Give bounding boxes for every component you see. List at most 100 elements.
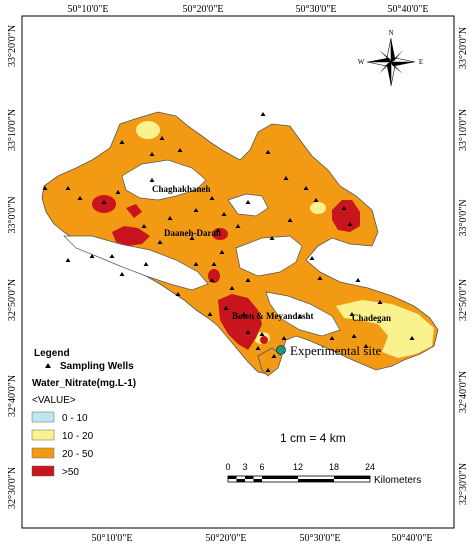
legend-swatch-10-20 [31,429,55,441]
well-57 [265,368,271,372]
zone-yellow-chadegan [336,300,434,358]
well-50 [223,306,229,310]
well-22 [313,198,319,202]
scale-tick-0: 0 [225,462,230,472]
experimental-site-marker [276,345,286,355]
label-chaghakhaneh: Chaghakhaneh [152,184,211,194]
well-43 [175,292,181,296]
well-15 [209,196,215,200]
well-37 [65,258,71,262]
left-tick-4: 32°50'0"N [7,279,18,321]
well-59 [189,236,195,240]
region-tail [257,347,283,377]
lake-hole-1 [121,159,207,201]
zone-red-3 [126,204,142,218]
left-tick-5: 32°40'0"N [7,375,18,417]
zones-over-50 [92,195,360,350]
right-tick-4: 32°50'0"N [458,279,469,321]
legend-class-0-10: 0 - 10 [62,413,88,424]
top-tick-1: 50°10'0"E [68,4,109,15]
well-29 [355,278,361,282]
lake-hole-4 [265,291,341,337]
well-18 [235,224,241,228]
well-8 [149,152,155,156]
well-53 [245,330,251,334]
left-tick-1: 33°20'0"N [7,25,18,67]
well-60 [221,212,227,216]
compass-e-label: E [419,58,423,66]
well-40 [119,272,125,276]
legend-swatch-0-10 [31,411,55,423]
legend-swatch-20-50 [31,447,55,459]
well-36 [363,344,369,348]
well-31 [349,312,355,316]
zone-red-east [332,200,360,232]
well-11 [149,178,155,182]
bottom-tick-2: 50°20'0"E [206,533,247,544]
zone-red-4 [212,228,228,240]
well-5 [101,200,107,204]
scale-bar: 1 cm = 4 km 0 3 6 12 18 24 Kilometers [225,431,421,486]
top-tick-3: 50°30'0"E [296,4,337,15]
left-tick-2: 33°10'0"N [7,109,18,151]
zone-red-2 [112,226,150,246]
well-38 [89,254,95,258]
experimental-site-label: Experimental site [290,343,382,358]
lake-hole-5 [227,193,269,217]
well-26 [269,236,275,240]
well-56 [271,354,277,358]
well-34 [329,336,335,340]
well-20 [283,176,289,180]
top-tick-4: 50°40'0"E [388,4,429,15]
well-45 [211,262,217,266]
legend-class-10-20: 10 - 20 [62,431,94,442]
zone-red-5 [208,269,220,283]
well-42 [157,240,163,244]
legend-variable: Water_Nitrate(mg.L-1) [32,378,136,389]
legend-value-header: <VALUE> [32,395,76,406]
well-21 [303,186,309,190]
bottom-tick-1: 50°10'0"E [92,533,133,544]
well-46 [219,250,225,254]
well-52 [207,312,213,316]
legend-swatch-over-50 [31,465,55,477]
zone-red-boien [218,294,262,350]
top-tick-2: 50°20'0"E [183,4,224,15]
bottom-tick-4: 50°40'0"E [392,533,433,544]
well-7 [119,140,125,144]
well-30 [377,300,383,304]
well-19 [265,150,271,154]
well-12 [141,224,147,228]
scale-tick-12: 12 [293,462,303,472]
sampling-wells [42,112,415,372]
zone-yellow-1 [136,121,160,139]
well-17 [215,228,221,232]
well-55 [255,346,261,350]
well-33 [297,314,303,318]
well-14 [193,208,199,212]
well-25 [287,218,293,222]
well-58 [281,336,287,340]
well-39 [109,254,115,258]
zone-red-6 [260,336,268,344]
right-tick-6: 32°30'0"N [458,463,469,505]
bottom-tick-3: 50°30'0"E [300,533,341,544]
well-3 [65,186,71,190]
well-2 [42,186,48,190]
well-24 [347,222,353,226]
well-16 [245,200,251,204]
zone-yellow-2 [310,202,326,214]
left-tick-3: 33°0'0"N [7,196,18,233]
compass-w-label: W [358,58,365,66]
well-54 [259,332,265,336]
legend-title: Legend [34,348,70,359]
label-daran: Daaneh-Daran [164,228,221,238]
scale-ratio: 1 cm = 4 km [280,431,346,445]
north-arrow-icon: N W E [358,29,423,87]
well-4 [77,196,83,200]
well-47 [209,278,215,282]
well-27 [309,256,315,260]
well-10 [177,148,183,152]
legend-class-over-50: >50 [62,467,79,478]
